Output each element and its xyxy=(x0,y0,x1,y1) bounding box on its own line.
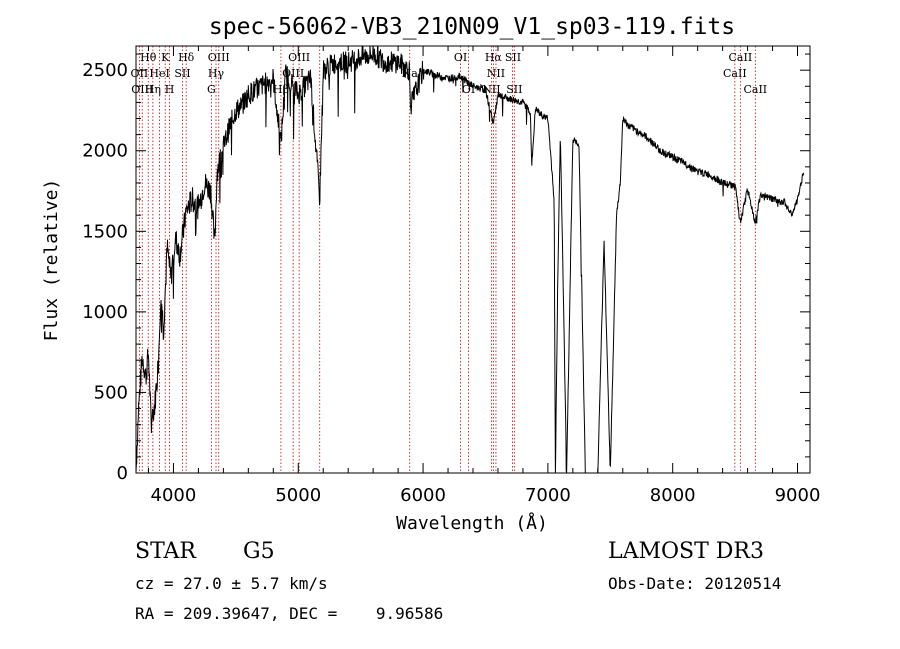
line-label: NII xyxy=(487,67,505,80)
y-axis-ticks: 0 500 1000 1500 2000 2500 xyxy=(82,53,810,484)
x-axis-ticks: 4000 5000 6000 7000 8000 9000 xyxy=(147,46,821,506)
line-label: Hα xyxy=(485,51,503,64)
x-tick-label: 4000 xyxy=(151,485,197,506)
object-class: STAR xyxy=(135,539,196,564)
line-label: OI xyxy=(454,51,467,64)
x-tick-label: 5000 xyxy=(275,485,321,506)
line-label: G xyxy=(207,83,216,96)
line-label: CaII xyxy=(743,83,767,96)
chart-title: spec-56062-VB3_210N09_V1_sp03-119.fits xyxy=(209,14,735,40)
x-tick-label: 9000 xyxy=(775,485,821,506)
line-label: NII xyxy=(482,83,500,96)
redshift-text: cz = 27.0 ± 5.7 km/s xyxy=(135,574,328,593)
line-label: Hη xyxy=(145,83,161,96)
line-label: OII xyxy=(131,67,149,80)
line-label: OIII xyxy=(288,51,310,64)
y-tick-label: 2500 xyxy=(82,60,128,81)
y-tick-label: 1500 xyxy=(82,221,128,242)
line-label: CaII xyxy=(723,67,747,80)
line-label: OIII xyxy=(208,51,230,64)
y-tick-label: 0 xyxy=(117,463,128,484)
y-tick-label: 1000 xyxy=(82,302,128,323)
obs-date: Obs-Date: 20120514 xyxy=(608,574,782,593)
y-tick-label: 500 xyxy=(94,382,128,403)
x-tick-label: 7000 xyxy=(525,485,571,506)
line-label: Hθ xyxy=(140,51,157,64)
y-axis-label: Flux (relative) xyxy=(41,179,62,342)
survey-name: LAMOST DR3 xyxy=(608,539,764,564)
spectral-subclass: G5 xyxy=(243,539,275,564)
x-tick-label: 6000 xyxy=(400,485,446,506)
y-tick-label: 2000 xyxy=(82,141,128,162)
line-label: SII xyxy=(506,83,522,96)
line-label: HeI xyxy=(149,67,169,80)
line-label: K xyxy=(161,51,170,64)
line-label: SII xyxy=(505,51,521,64)
line-label: CaII xyxy=(729,51,753,64)
emission-line-markers xyxy=(138,46,756,473)
coordinates-text: RA = 209.39647, DEC = 9.96586 xyxy=(135,604,444,623)
x-axis-label: Wavelength (Å) xyxy=(396,512,548,534)
spectrum-line xyxy=(135,45,805,474)
line-label: H xyxy=(165,83,175,96)
line-label: Hδ xyxy=(178,51,195,64)
x-tick-label: 8000 xyxy=(650,485,696,506)
line-label: SII xyxy=(174,67,190,80)
line-label: Hγ xyxy=(208,67,225,80)
